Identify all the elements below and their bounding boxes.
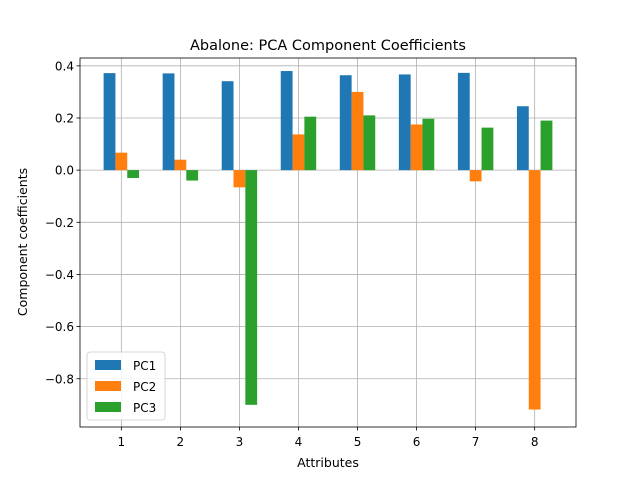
bar-pc1-1 — [103, 73, 116, 171]
y-tick-label: −0.6 — [45, 320, 74, 334]
bar-pc1-6 — [398, 74, 411, 171]
bar-pc1-4 — [280, 71, 293, 171]
bar-pc3-2 — [186, 170, 199, 181]
y-tick-label: −0.4 — [45, 268, 74, 282]
y-axis-label: Component coefficients — [15, 168, 30, 316]
bar-pc3-7 — [481, 127, 494, 171]
bar-pc3-3 — [245, 170, 258, 405]
bar-pc3-4 — [304, 116, 317, 171]
x-tick-label: 6 — [413, 435, 421, 449]
bar-pc2-2 — [174, 159, 187, 171]
bar-pc1-2 — [162, 73, 175, 171]
x-tick-label: 7 — [472, 435, 480, 449]
legend-swatch-pc3 — [95, 402, 121, 412]
y-tick-label: 0.2 — [55, 111, 74, 125]
x-tick-label: 3 — [236, 435, 244, 449]
y-tick-label: 0.4 — [55, 59, 74, 73]
bar-pc1-5 — [339, 75, 352, 171]
bar-pc1-3 — [221, 81, 234, 171]
x-tick-label: 5 — [354, 435, 362, 449]
y-tick-label: −0.2 — [45, 216, 74, 230]
bar-pc2-1 — [115, 152, 128, 171]
x-tick-label: 2 — [177, 435, 185, 449]
legend-swatch-pc1 — [95, 360, 121, 370]
legend-swatch-pc2 — [95, 381, 121, 391]
legend-label-pc2: PC2 — [133, 380, 156, 394]
bar-pc3-5 — [363, 115, 376, 171]
x-tick-label: 4 — [295, 435, 303, 449]
bar-pc2-6 — [410, 124, 423, 171]
bar-pc3-8 — [540, 120, 553, 171]
bar-pc2-8 — [528, 170, 541, 410]
y-tick-label: 0.0 — [55, 164, 74, 178]
bar-pc3-6 — [422, 118, 435, 171]
chart-title: Abalone: PCA Component Coefficients — [190, 38, 466, 54]
y-tick-label: −0.8 — [45, 372, 74, 386]
bar-pc2-4 — [292, 134, 305, 171]
bar-pc2-3 — [233, 170, 246, 188]
x-tick-label: 8 — [531, 435, 539, 449]
x-tick-label: 1 — [118, 435, 126, 449]
legend-label-pc3: PC3 — [133, 401, 156, 415]
x-axis-label: Attributes — [297, 455, 359, 470]
bar-pc2-5 — [351, 91, 364, 171]
bar-pc1-8 — [516, 106, 529, 171]
legend-label-pc1: PC1 — [133, 359, 156, 373]
legend: PC1 PC2 PC3 — [86, 351, 166, 421]
bars — [103, 71, 553, 410]
bar-pc1-7 — [457, 72, 470, 171]
plot-frame — [79, 57, 577, 428]
bar-pc3-1 — [127, 170, 140, 178]
bar-pc2-7 — [469, 170, 482, 182]
axes: 0.4 0.2 0.0 −0.2 −0.4 −0.6 −0.8 1 2 3 4 5 6 7 8 — [45, 57, 577, 449]
